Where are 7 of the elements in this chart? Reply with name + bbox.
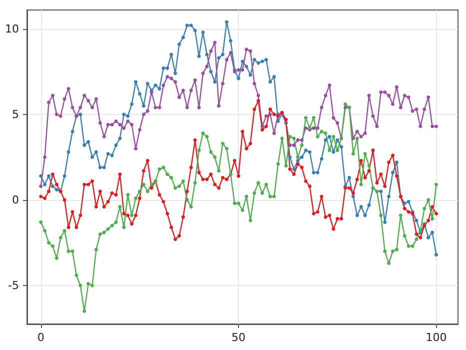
- y-tick-label: 10: [5, 22, 19, 36]
- y-tick-label: 0: [12, 193, 19, 206]
- y-tick-label: -5: [8, 279, 19, 292]
- y-tick-label: 5: [12, 108, 19, 121]
- x-tick-label: 100: [426, 331, 447, 344]
- x-tick-label: 50: [232, 331, 246, 344]
- x-tick-label: 0: [37, 331, 44, 344]
